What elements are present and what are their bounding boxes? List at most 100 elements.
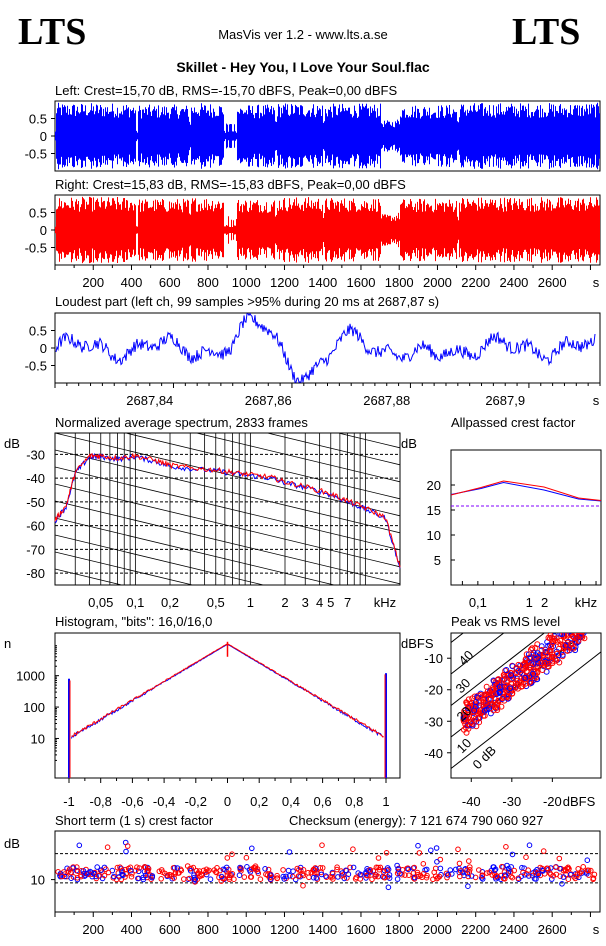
histogram-xtick-label: 0: [224, 794, 231, 809]
stcf-point: [375, 855, 382, 861]
stcf-point: [468, 873, 475, 879]
stcf-point: [416, 850, 423, 856]
stcf-point: [571, 874, 577, 880]
peak-rms-point: [488, 687, 495, 694]
stcf-point: [59, 873, 65, 880]
stcf-point: [501, 869, 508, 875]
stcf-point: [149, 874, 155, 881]
stcf-point: [428, 847, 434, 854]
histogram-xtick-label: -0,4: [153, 794, 175, 809]
stcf-point: [535, 871, 542, 878]
spectrum-xtick-label: kHz: [374, 595, 396, 610]
stcf-point: [577, 870, 583, 876]
peak-rms-point: [573, 633, 580, 638]
stcf-point: [95, 872, 102, 879]
stcf-point: [347, 864, 353, 871]
stcf-point: [467, 864, 473, 870]
stcf-point: [385, 884, 392, 891]
peak-rms-point: [490, 690, 497, 697]
histogram-ytick-label: 100: [23, 700, 45, 715]
peak-rms-point: [542, 659, 548, 666]
peak-rms-point: [564, 647, 571, 654]
spectrum-xtick-label: 0,2: [161, 595, 179, 610]
peak-rms-point: [573, 627, 578, 632]
peak-rms-ytick-label: -10: [424, 651, 443, 666]
peak-rms-point: [566, 647, 573, 654]
allpass-xtick-label: 1: [526, 595, 533, 610]
right-waveform-title: Right: Crest=15,83 dB, RMS=-15,83 dBFS, …: [55, 177, 406, 192]
time-axis-top-tick-label: 2000: [423, 275, 452, 290]
stcf-point: [187, 868, 194, 874]
stcf-point: [334, 866, 340, 873]
peak-rms-point: [582, 627, 587, 632]
stcf-point: [370, 868, 377, 874]
peak-rms-point: [492, 704, 499, 711]
peak-rms-point: [535, 659, 542, 666]
stcf-point: [94, 864, 100, 870]
spectrum-slant-line: [55, 568, 124, 585]
stcf-point: [566, 866, 572, 872]
time-axis-bottom-unit: s: [593, 922, 600, 937]
histogram-xtick-label: 0,8: [345, 794, 363, 809]
peak-rms-point: [549, 658, 556, 665]
peak-rms-point: [522, 680, 529, 687]
stcf-point: [127, 867, 134, 874]
peak-rms-crest-line: [451, 633, 586, 738]
stcf-point: [533, 876, 539, 882]
stcf-point: [319, 865, 326, 871]
stcf-point: [93, 873, 99, 880]
stcf-point: [511, 867, 518, 874]
stcf-point: [76, 842, 83, 849]
spectrum-slant-line: [336, 433, 400, 449]
peak-rms-point: [523, 668, 530, 675]
spectrum-xtick-label: 0,5: [207, 595, 225, 610]
stcf-point: [323, 873, 329, 879]
stcf-point: [464, 867, 470, 874]
allpass-xtick-label: kHz: [575, 595, 597, 610]
stcf-point: [523, 854, 529, 861]
peak-rms-crest-line: [451, 651, 601, 770]
spectrum-slant-line: [55, 466, 400, 551]
stcf-point: [560, 874, 567, 880]
stcf-point: [64, 865, 70, 872]
stcf-point: [334, 864, 340, 871]
stcf-point: [313, 866, 319, 872]
peak-rms-point: [469, 695, 476, 702]
stcf-point: [367, 867, 373, 873]
stcf-point: [101, 872, 108, 879]
peak-rms-point: [538, 660, 545, 667]
stcf-point: [363, 870, 369, 877]
peak-rms-point: [520, 665, 527, 672]
stcf-point: [350, 846, 356, 853]
stcf-ylabel: dB: [4, 836, 20, 851]
peak-rms-point: [509, 663, 516, 670]
stcf-point: [111, 873, 117, 880]
time-axis-bottom-tick-label: 1200: [270, 922, 299, 937]
peak-rms-point: [528, 646, 534, 653]
stcf-point: [223, 864, 230, 871]
time-axis-top-tick-label: 1800: [385, 275, 414, 290]
left-waveform-ytick-label: 0: [40, 129, 47, 144]
spectrum-xtick-label: 3: [302, 595, 309, 610]
stcf-point: [74, 864, 80, 870]
stcf-point: [433, 845, 440, 851]
histogram-ytick-label: 1000: [16, 669, 45, 684]
peak-rms-point: [557, 633, 564, 637]
stcf-point: [476, 867, 482, 873]
stcf-point: [55, 869, 61, 875]
stcf-point: [588, 867, 594, 874]
stcf-point: [195, 870, 202, 876]
stcf-point: [372, 873, 378, 880]
stcf-point: [584, 857, 591, 864]
stcf-point: [590, 875, 597, 882]
stcf-point: [453, 866, 459, 873]
peak-rms-point: [476, 698, 482, 705]
peak-rms-point: [571, 627, 576, 632]
peak-rms-point: [562, 627, 567, 632]
peak-rms-point: [538, 643, 545, 650]
peak-rms-point: [500, 671, 507, 678]
spectrum-slant-line: [55, 517, 336, 585]
stcf-point: [394, 862, 400, 869]
stcf-point: [62, 873, 68, 880]
